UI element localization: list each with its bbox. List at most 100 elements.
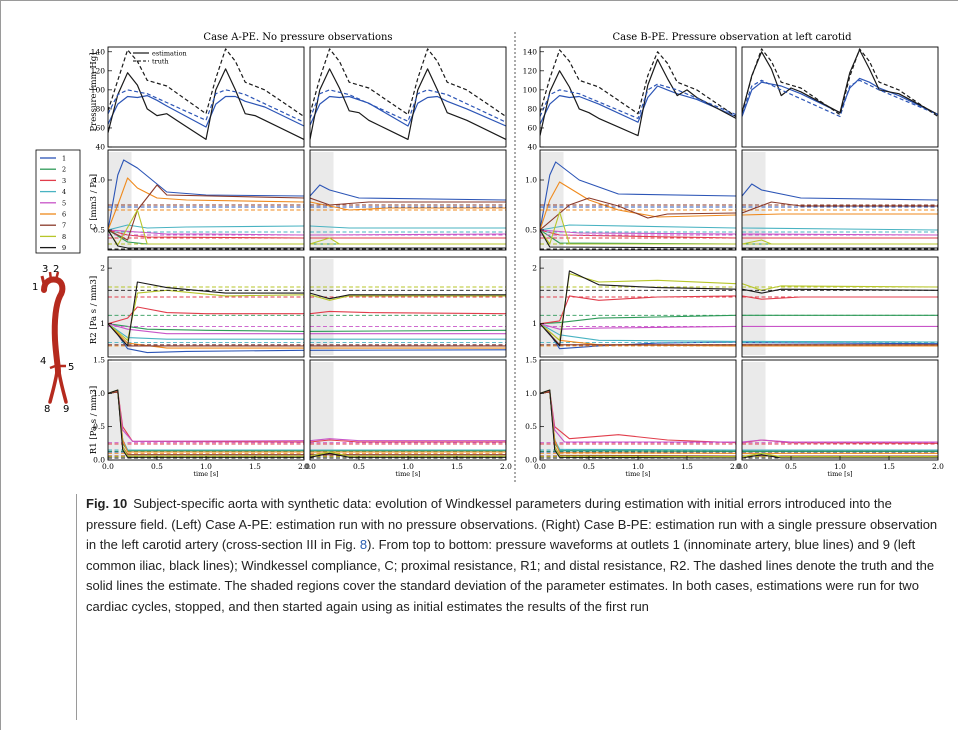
ytick-label: 80 bbox=[95, 104, 105, 113]
ytick-label: 120 bbox=[91, 66, 106, 75]
panel-4-1: 0.0 0.5 1.0 1.5 0.0 0.5 1.0 1.5 2.0 time [s] bbox=[93, 356, 310, 479]
series-line-8 bbox=[742, 239, 938, 245]
panel-background bbox=[310, 257, 506, 357]
panel-plot-area bbox=[540, 152, 736, 250]
panel-plot-area bbox=[310, 362, 506, 459]
ytick-label: 1.5 bbox=[525, 356, 537, 365]
series-line-6 bbox=[540, 181, 736, 231]
std-shading bbox=[742, 152, 766, 248]
xaxis-label: time [s] bbox=[827, 470, 852, 478]
panel-plot-area bbox=[742, 152, 938, 250]
series-line-3 bbox=[310, 439, 506, 443]
series-line-9 bbox=[108, 281, 304, 347]
panel-plot-area bbox=[108, 152, 304, 250]
series-line-4 bbox=[310, 225, 506, 229]
figure-caption: Fig. 10 Subject-specific aorta with synth… bbox=[86, 494, 946, 617]
panel-border bbox=[539, 256, 737, 358]
caption-text-part-2: ). From top to bottom: pressure waveform… bbox=[86, 537, 935, 614]
panel-1-3: 40 60 80 100 120 140 bbox=[523, 46, 737, 152]
legend-label-5: 5 bbox=[62, 199, 66, 207]
panel-3-2 bbox=[309, 256, 507, 358]
outlet-label-9: 9 bbox=[63, 404, 69, 415]
series-line-5 bbox=[310, 233, 506, 236]
xtick-label: 1.0 bbox=[200, 462, 212, 471]
series-line-2 bbox=[108, 323, 304, 332]
ytick-label: 0.5 bbox=[93, 422, 105, 431]
series-line-5 bbox=[310, 438, 506, 442]
xtick-label: 2.0 bbox=[500, 462, 512, 471]
pressure-estimation-outlet-1 bbox=[108, 94, 304, 128]
outlet-label-3: 3 bbox=[42, 264, 48, 275]
series-line-9 bbox=[310, 452, 506, 458]
caption-figure-ref[interactable]: 8 bbox=[359, 537, 368, 552]
xtick-label: 0.0 bbox=[304, 462, 316, 471]
outlet-label-8: 8 bbox=[44, 404, 50, 415]
ytick-label: 0.0 bbox=[525, 456, 537, 465]
pressure-estimation-outlet-9 bbox=[742, 49, 938, 116]
series-line-5 bbox=[742, 439, 938, 443]
caption-rule bbox=[76, 494, 77, 720]
panel-border bbox=[539, 149, 737, 251]
panel-3-4 bbox=[741, 256, 939, 358]
panel-4-2: 0.0 0.5 1.0 1.5 2.0 time [s] bbox=[304, 359, 512, 478]
caption-figure-label: Fig. 10 bbox=[86, 496, 128, 511]
series-line-1 bbox=[310, 184, 506, 201]
panel-2-1: 0.5 1.0 bbox=[93, 149, 305, 251]
series-line-8 bbox=[310, 294, 506, 301]
parameter-legend-box bbox=[35, 149, 81, 254]
xtick-label: 1.0 bbox=[834, 462, 846, 471]
series-line-7 bbox=[310, 197, 506, 206]
series-line-3 bbox=[108, 306, 304, 325]
xaxis-label: time [s] bbox=[625, 470, 650, 478]
series-line-7 bbox=[540, 197, 736, 231]
panel-plot-area bbox=[540, 362, 736, 459]
panel-border bbox=[107, 46, 305, 148]
legend-label-4: 4 bbox=[62, 188, 66, 196]
xtick-label: 0.0 bbox=[102, 462, 114, 471]
outlet-label-4: 4 bbox=[40, 356, 46, 367]
panel-plot-area bbox=[108, 48, 304, 140]
pressure-truth-outlet-9 bbox=[108, 48, 304, 117]
panel-1-2 bbox=[309, 46, 507, 148]
pressure-estimation-outlet-1 bbox=[310, 95, 506, 127]
outlet-label-1: 1 bbox=[32, 282, 38, 293]
xtick-label: 1.5 bbox=[681, 462, 693, 471]
ytick-label: 100 bbox=[91, 85, 106, 94]
ytick-label: 0.5 bbox=[525, 226, 537, 235]
panel-2-3: 0.5 1.0 bbox=[525, 149, 737, 251]
panel-2-4 bbox=[741, 149, 939, 251]
panel-border bbox=[309, 149, 507, 251]
series-line-8 bbox=[108, 289, 304, 341]
pressure-truth-outlet-1 bbox=[108, 89, 304, 123]
pressure-estimation-outlet-9 bbox=[310, 68, 506, 140]
legend-label-6: 6 bbox=[62, 211, 66, 219]
ylabel-proximal-resistance: R1 [Pa s / mm3] bbox=[89, 386, 99, 454]
panel-background bbox=[108, 360, 304, 460]
series-line-8 bbox=[310, 237, 506, 245]
pressure-estimation-outlet-9 bbox=[540, 58, 736, 137]
xtick-label: 0.5 bbox=[353, 462, 365, 471]
series-line-4 bbox=[540, 323, 736, 342]
panel-border bbox=[741, 256, 939, 358]
std-shading bbox=[310, 259, 334, 355]
ytick-label: 60 bbox=[95, 123, 105, 132]
ytick-label: 1.0 bbox=[93, 389, 105, 398]
ytick-label: 80 bbox=[527, 104, 537, 113]
series-line-1 bbox=[742, 183, 938, 201]
ylabel-pressure: Pressure [mm Hg] bbox=[89, 52, 99, 131]
series-line-9 bbox=[108, 389, 304, 458]
ytick-label: 1.0 bbox=[525, 176, 537, 185]
series-line-1 bbox=[310, 349, 506, 351]
panel-plot-area bbox=[540, 259, 736, 355]
xtick-label: 0.5 bbox=[583, 462, 595, 471]
xtick-label: 0.0 bbox=[736, 462, 748, 471]
series-line-3 bbox=[108, 229, 304, 239]
ytick-label: 60 bbox=[527, 123, 537, 132]
legend-label-3: 3 bbox=[62, 177, 66, 185]
series-line-9 bbox=[742, 454, 938, 459]
ytick-label: 0.5 bbox=[93, 226, 105, 235]
panel-4-4: 0.0 0.5 1.0 1.5 2.0 time [s] bbox=[736, 359, 944, 478]
series-line-4 bbox=[742, 227, 938, 231]
ylabel-compliance: C [mm3 / Pa] bbox=[89, 174, 99, 230]
